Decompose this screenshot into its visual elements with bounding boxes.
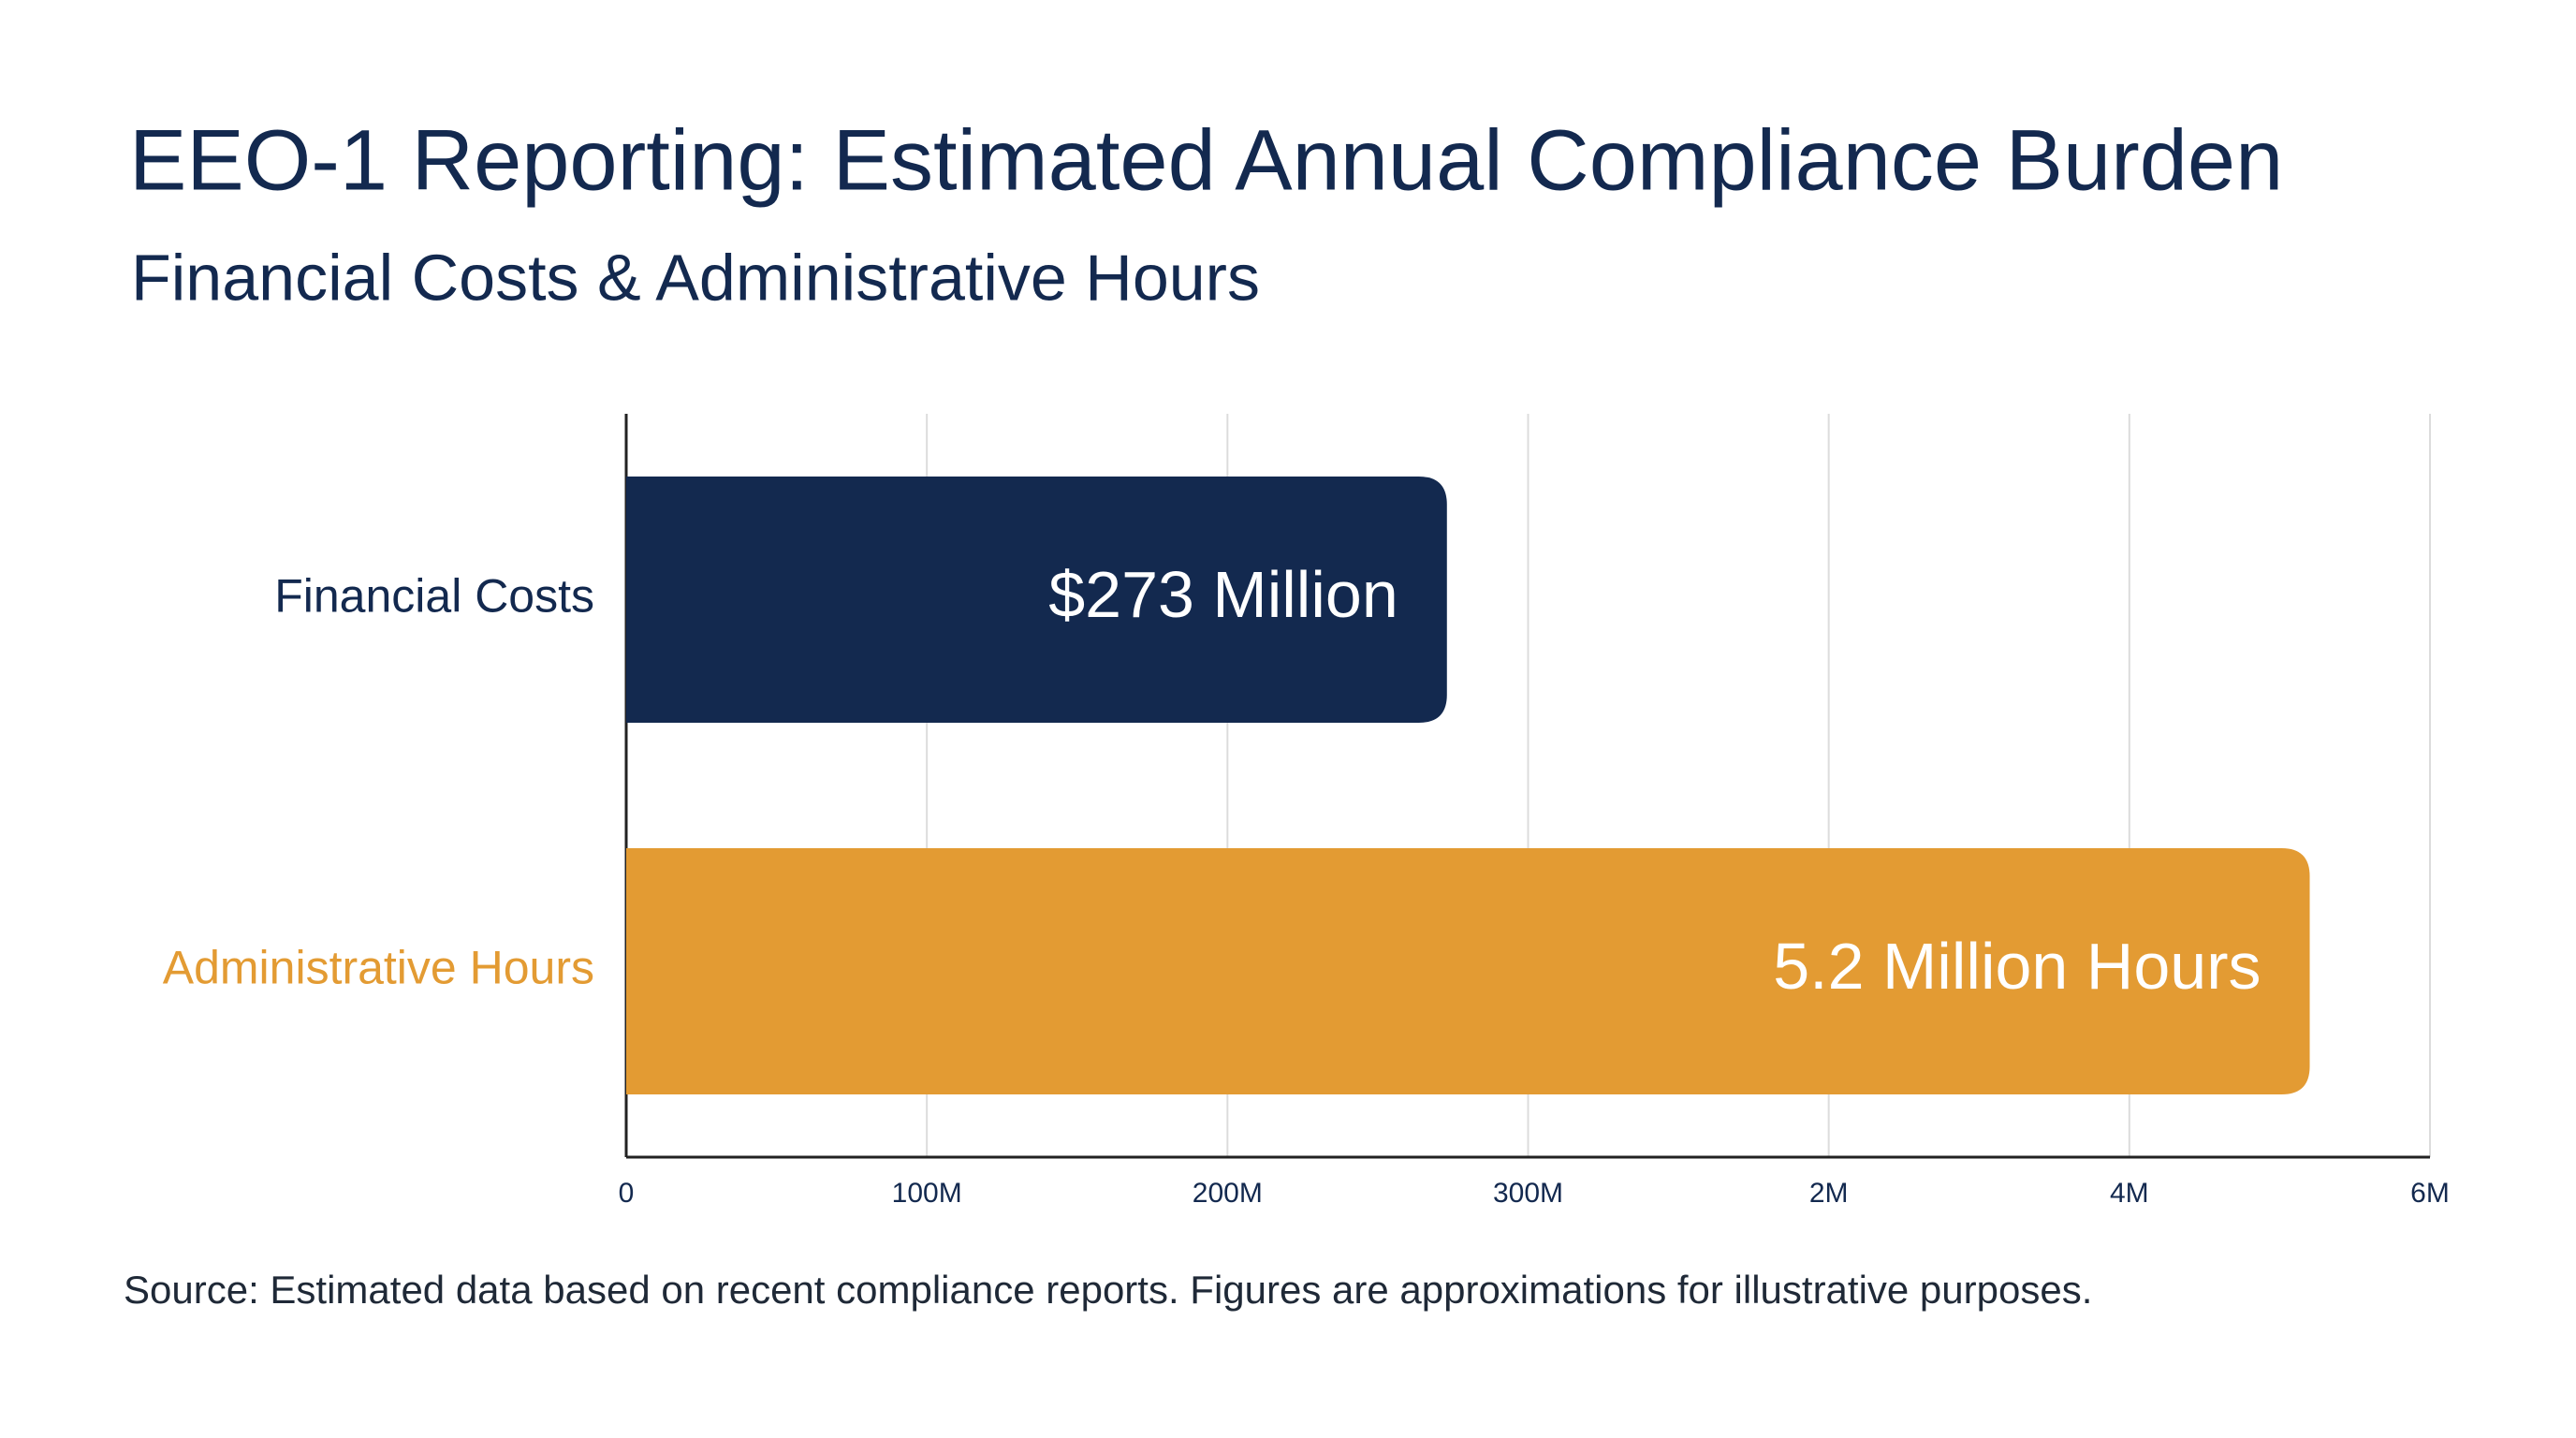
bar <box>626 848 2310 1094</box>
x-tick-label: 300M <box>1493 1178 1563 1209</box>
chart-subtitle: Financial Costs & Administrative Hours <box>131 241 1260 314</box>
source-note: Source: Estimated data based on recent c… <box>124 1268 2092 1312</box>
category-label: Financial Costs <box>274 570 594 623</box>
x-tick-label: 0 <box>619 1178 635 1209</box>
x-tick-label: 200M <box>1193 1178 1263 1209</box>
x-tick-label: 4M <box>2110 1178 2149 1209</box>
value-label: 5.2 Million Hours <box>1773 930 2261 1003</box>
category-label: Administrative Hours <box>163 942 594 994</box>
bar <box>626 477 1447 723</box>
value-label: $273 Million <box>1048 558 1398 631</box>
x-tick-label: 100M <box>892 1178 962 1209</box>
x-tick-label: 6M <box>2410 1178 2450 1209</box>
x-tick-label: 2M <box>1809 1178 1849 1209</box>
chart-title: EEO-1 Reporting: Estimated Annual Compli… <box>129 112 2283 208</box>
